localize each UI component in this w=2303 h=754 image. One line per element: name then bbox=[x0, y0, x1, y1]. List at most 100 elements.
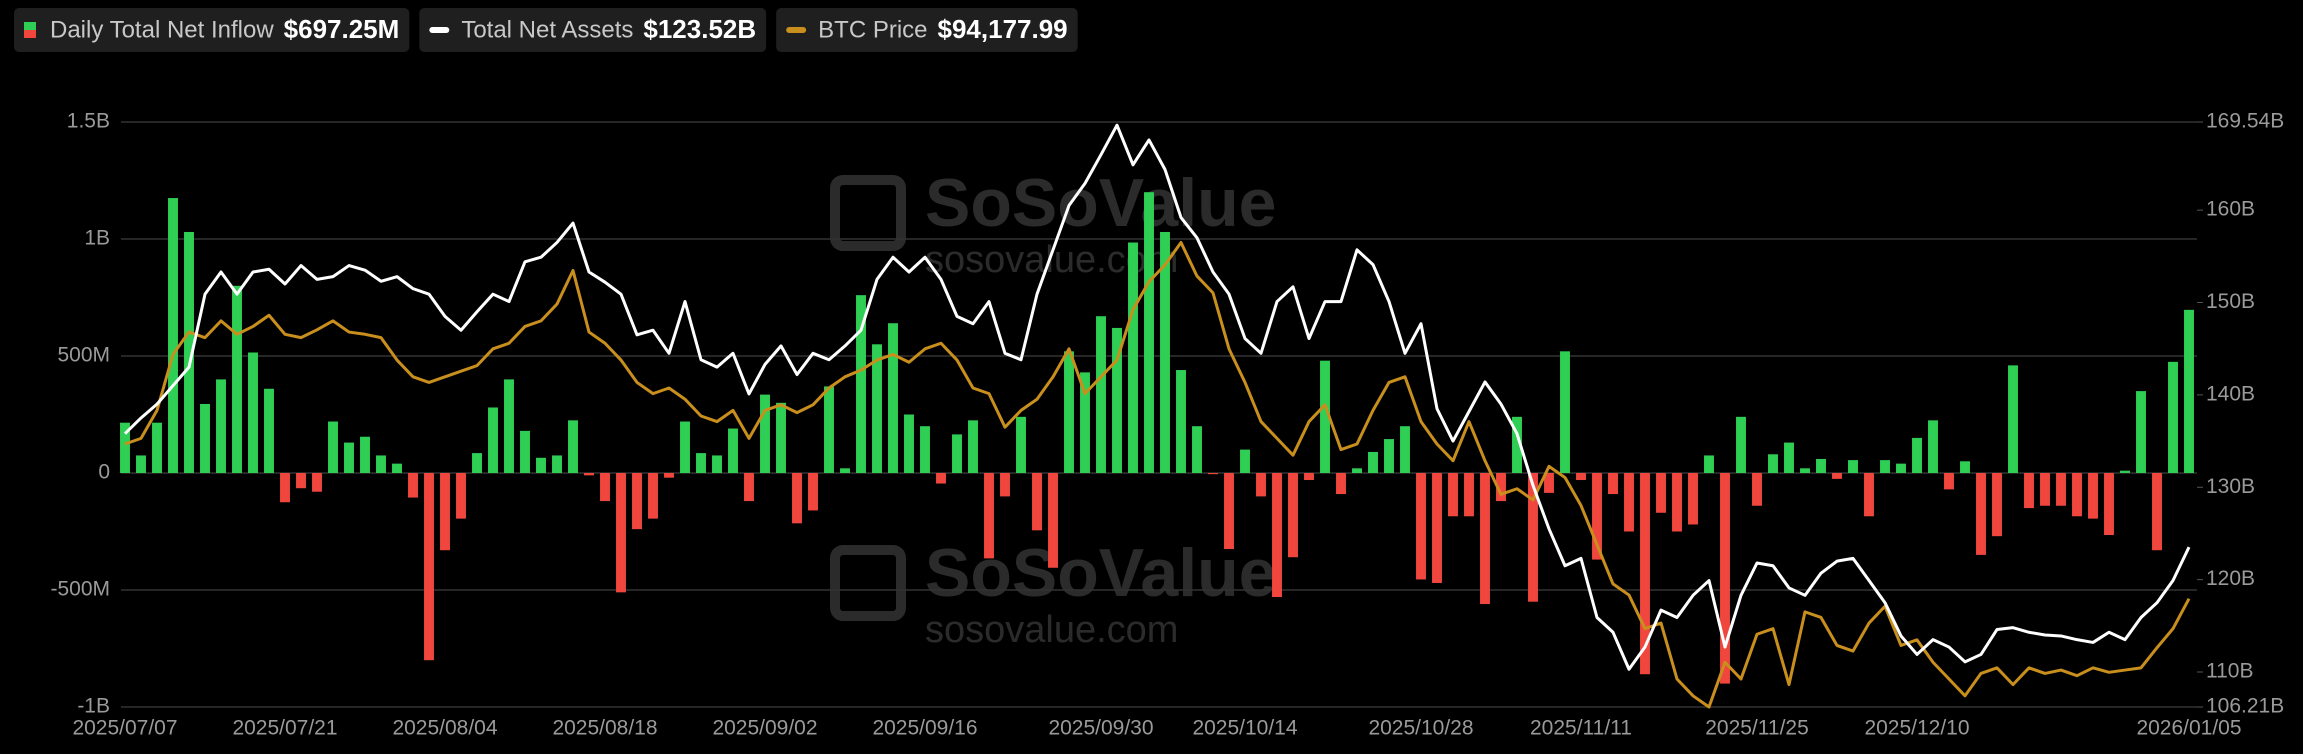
line bbox=[123, 123, 2191, 671]
watermarks: SoSoValuesosovalue.comSoSoValuesosovalue… bbox=[830, 165, 1276, 651]
bar bbox=[904, 414, 914, 473]
y-tick-label: -500M bbox=[50, 578, 110, 601]
legend-icon bbox=[24, 30, 36, 38]
legend-pill bbox=[776, 8, 1078, 52]
bar bbox=[968, 420, 978, 473]
bar bbox=[1896, 463, 1906, 473]
bar bbox=[1752, 473, 1762, 506]
bar bbox=[1560, 351, 1570, 473]
bar bbox=[1736, 416, 1746, 473]
legend-value: $123.52B bbox=[643, 14, 756, 44]
bar bbox=[2152, 473, 2162, 551]
legend-pill bbox=[419, 8, 767, 52]
bar bbox=[1672, 473, 1682, 532]
bar bbox=[1624, 473, 1634, 532]
bar bbox=[824, 386, 834, 473]
bar bbox=[1880, 460, 1890, 473]
bar bbox=[1336, 473, 1346, 495]
bar bbox=[1096, 316, 1106, 473]
bar bbox=[616, 473, 626, 593]
bar bbox=[1816, 458, 1826, 473]
x-tick-label: 2025/07/07 bbox=[72, 717, 177, 740]
bar bbox=[840, 468, 850, 473]
bar bbox=[712, 455, 722, 473]
watermark-logo bbox=[830, 175, 906, 251]
bar bbox=[1656, 473, 1666, 513]
legend-item: BTC Price $94,177.99 bbox=[776, 8, 1078, 52]
y2-tick-label: 169.54B bbox=[2206, 110, 2284, 133]
bar bbox=[1544, 473, 1554, 493]
bar bbox=[536, 457, 546, 473]
bar bbox=[1080, 372, 1090, 473]
bar bbox=[2056, 473, 2066, 506]
bar bbox=[1720, 473, 1730, 684]
bar bbox=[296, 473, 306, 489]
bar bbox=[1048, 473, 1058, 568]
bar bbox=[776, 402, 786, 473]
bar bbox=[1272, 473, 1282, 598]
bar bbox=[1368, 451, 1378, 473]
x-tick-label: 2025/11/25 bbox=[1705, 717, 1809, 740]
bar bbox=[264, 388, 274, 473]
bar bbox=[952, 434, 962, 473]
legend-pill bbox=[14, 8, 410, 52]
bar bbox=[1016, 416, 1026, 473]
bar bbox=[632, 473, 642, 530]
axes: 1.5B 1B 500M 0 -500M -1B 169.54B 160B 150B 140B 13… bbox=[50, 110, 2284, 740]
bar bbox=[808, 473, 818, 511]
bar bbox=[2088, 473, 2098, 519]
y-tick-label: -1B bbox=[77, 695, 110, 718]
bar bbox=[888, 323, 898, 473]
x-tick-label: 2025/07/21 bbox=[232, 717, 337, 740]
bar bbox=[1512, 416, 1522, 473]
bar bbox=[552, 455, 562, 473]
legend-name: Total Net Assets bbox=[461, 16, 633, 43]
x-tick-label: 2025/10/28 bbox=[1368, 717, 1473, 740]
bar bbox=[504, 379, 514, 473]
bar bbox=[1992, 473, 2002, 537]
legend-icon bbox=[429, 27, 450, 33]
y2-tick-label: 140B bbox=[2206, 382, 2255, 405]
bar bbox=[984, 473, 994, 559]
bar bbox=[1000, 473, 1010, 497]
bar bbox=[1256, 473, 1266, 497]
bar bbox=[664, 473, 674, 478]
legend-icon bbox=[786, 27, 807, 33]
y-tick-label: 500M bbox=[57, 344, 110, 367]
bar bbox=[728, 428, 738, 473]
bar bbox=[1192, 426, 1202, 473]
watermark-url: sosovalue.com bbox=[925, 239, 1178, 281]
bar bbox=[456, 473, 466, 519]
x-tick-label: 2025/08/18 bbox=[552, 717, 657, 740]
bar bbox=[200, 403, 210, 473]
line bbox=[124, 241, 2191, 709]
bar bbox=[1576, 473, 1586, 481]
legend-name: BTC Price bbox=[818, 16, 927, 43]
bar bbox=[248, 352, 258, 473]
bar bbox=[1912, 437, 1922, 473]
bar bbox=[1240, 449, 1250, 473]
bar bbox=[392, 463, 402, 473]
marks bbox=[120, 123, 2194, 709]
bar bbox=[1400, 426, 1410, 473]
bar bbox=[2136, 391, 2146, 473]
bar bbox=[1528, 473, 1538, 602]
bar bbox=[1304, 473, 1314, 481]
bar bbox=[1448, 473, 1458, 517]
bar bbox=[760, 394, 770, 473]
x-tick-label: 2025/08/04 bbox=[392, 717, 497, 740]
bar bbox=[328, 421, 338, 473]
bar bbox=[856, 295, 866, 473]
y-tick-label: 0 bbox=[98, 461, 110, 484]
bar bbox=[1688, 473, 1698, 525]
y2-tick-label: 106.21B bbox=[2206, 695, 2284, 718]
bar bbox=[1704, 455, 1714, 473]
bar bbox=[376, 455, 386, 473]
bar bbox=[1928, 420, 1938, 473]
bar bbox=[1064, 351, 1074, 473]
bar bbox=[1960, 461, 1970, 473]
bar bbox=[424, 473, 434, 661]
x-tick-label: 2025/09/16 bbox=[872, 717, 977, 740]
bar bbox=[488, 407, 498, 473]
